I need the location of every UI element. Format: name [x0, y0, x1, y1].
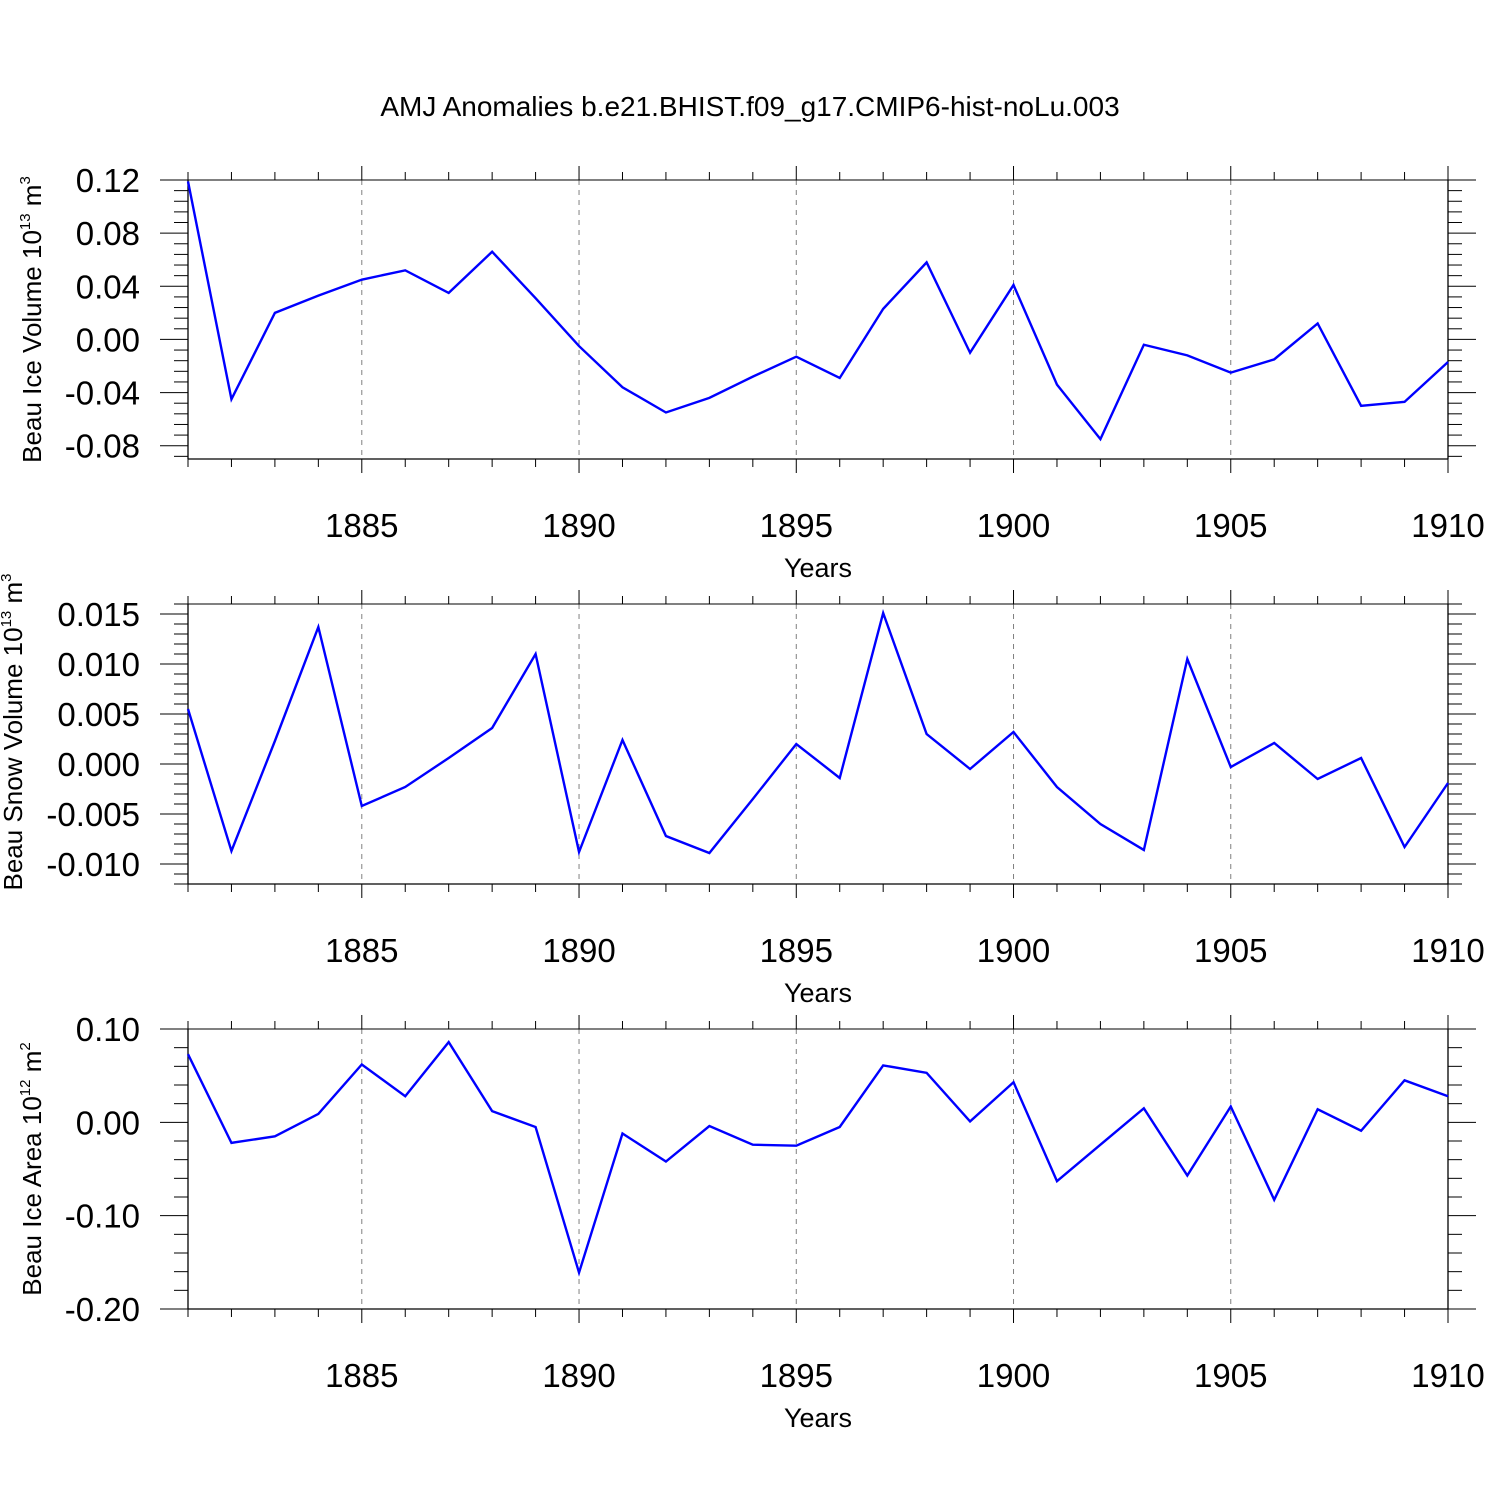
x-tick-label: 1900 — [977, 1357, 1050, 1394]
x-tick-label: 1895 — [760, 507, 833, 544]
x-tick-label: 1895 — [760, 1357, 833, 1394]
y-tick-label: -0.04 — [65, 375, 140, 412]
x-tick-label: 1905 — [1194, 507, 1267, 544]
x-tick-label: 1890 — [542, 1357, 615, 1394]
x-tick-label: 1885 — [325, 507, 398, 544]
y-tick-label: 0.00 — [76, 321, 140, 358]
x-tick-label: 1910 — [1411, 932, 1484, 969]
series-line-1 — [186, 1040, 1449, 1277]
y-tick-label: 0.015 — [57, 596, 140, 633]
y-tick-label: 0.00 — [76, 1104, 140, 1141]
y-axis-label: Beau Ice Area 1012 m2 — [17, 1042, 47, 1295]
y-tick-label: -0.08 — [65, 428, 140, 465]
x-tick-label: 1905 — [1194, 932, 1267, 969]
y-tick-label: -0.010 — [46, 846, 140, 883]
x-tick-label: 1890 — [542, 507, 615, 544]
x-tick-label: 1910 — [1411, 507, 1484, 544]
x-tick-label: 1900 — [977, 932, 1050, 969]
series-line-1 — [186, 608, 1449, 857]
y-tick-label: 0.010 — [57, 646, 140, 683]
y-tick-label: -0.20 — [65, 1291, 140, 1328]
x-axis-label: Years — [784, 978, 852, 1008]
plots-container: 1885 1890 1895 1900 1905 1910 0.12 0.08 0.04 0.00… — [0, 162, 1485, 1433]
chart-panel-1: 1885 1890 1895 1900 1905 1910 0.12 0.08 0.04 0.00… — [17, 162, 1485, 583]
x-axis-label: Years — [784, 553, 852, 583]
y-tick-label: 0.12 — [76, 162, 140, 199]
x-tick-label: 1910 — [1411, 1357, 1484, 1394]
x-tick-label: 1905 — [1194, 1357, 1267, 1394]
figure-title: AMJ Anomalies b.e21.BHIST.f09_g17.CMIP6-… — [380, 91, 1119, 122]
series-line-1 — [186, 181, 1449, 442]
chart-panel-2: 1885 1890 1895 1900 1905 1910 0.015 0.010 0.005 0… — [0, 574, 1485, 1009]
y-tick-label: -0.10 — [65, 1198, 140, 1235]
y-tick-label: 0.04 — [76, 268, 140, 305]
x-tick-label: 1890 — [542, 932, 615, 969]
chart-panel-3: 1885 1890 1895 1900 1905 1910 0.10 0.00 -0.10 -0.… — [17, 1011, 1485, 1433]
y-tick-label: 0.10 — [76, 1011, 140, 1048]
x-tick-label: 1885 — [325, 932, 398, 969]
y-tick-label: -0.005 — [46, 796, 140, 833]
y-axis-label: Beau Ice Volume 1013 m3 — [17, 176, 47, 463]
x-tick-label: 1895 — [760, 932, 833, 969]
y-axis-label: Beau Snow Volume 1013 m3 — [0, 574, 28, 891]
x-tick-label: 1885 — [325, 1357, 398, 1394]
x-tick-label: 1900 — [977, 507, 1050, 544]
y-tick-label: 0.08 — [76, 215, 140, 252]
y-tick-label: 0.000 — [57, 746, 140, 783]
x-axis-label: Years — [784, 1403, 852, 1433]
y-tick-label: 0.005 — [57, 696, 140, 733]
